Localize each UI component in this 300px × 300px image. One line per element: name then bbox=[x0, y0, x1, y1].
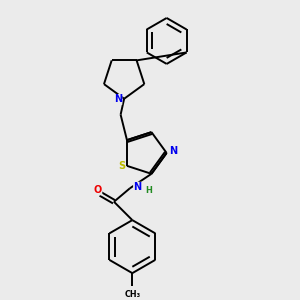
Text: N: N bbox=[134, 182, 142, 192]
Text: N: N bbox=[169, 146, 177, 156]
Text: O: O bbox=[94, 185, 102, 195]
Text: S: S bbox=[118, 161, 125, 171]
Text: H: H bbox=[145, 186, 152, 195]
Text: N: N bbox=[114, 94, 122, 104]
Text: CH₃: CH₃ bbox=[124, 290, 140, 299]
